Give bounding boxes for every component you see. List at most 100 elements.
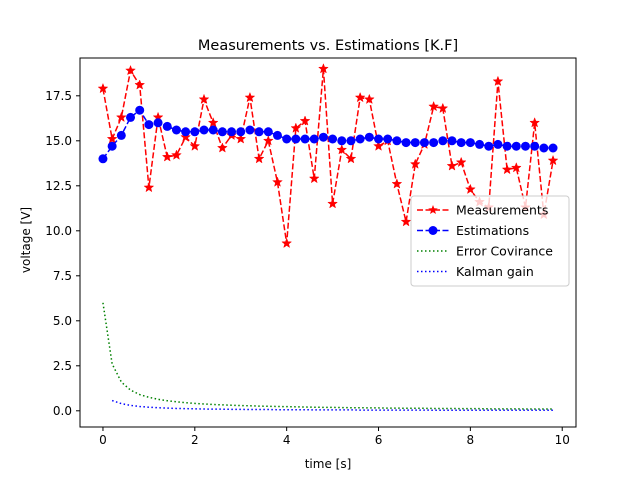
data-point-estimations xyxy=(475,139,485,149)
legend-label-measurements: Measurements xyxy=(456,203,548,218)
legend-box xyxy=(410,195,570,287)
data-point-estimations xyxy=(199,125,209,135)
y-tick-label: 5.0 xyxy=(53,314,72,328)
data-point-estimations xyxy=(254,127,264,137)
data-point-estimations xyxy=(410,138,420,148)
data-point-estimations xyxy=(530,141,540,151)
data-point-measurements xyxy=(198,93,210,105)
data-point-measurements xyxy=(547,154,559,166)
data-point-estimations xyxy=(282,134,292,144)
data-point-estimations xyxy=(383,134,393,144)
data-point-measurements xyxy=(143,181,155,193)
data-point-measurements xyxy=(216,142,228,153)
data-point-estimations xyxy=(374,134,384,144)
legend-label-error-covirance: Error Covirance xyxy=(456,244,553,259)
x-tick-label: 10 xyxy=(555,433,570,447)
data-point-estimations xyxy=(419,138,429,148)
data-point-estimations xyxy=(520,141,530,151)
legend-marker-measurements xyxy=(428,205,438,215)
data-point-estimations xyxy=(337,136,347,146)
legend-label-kalman-gain: Kalman gain xyxy=(456,264,534,279)
data-point-measurements xyxy=(510,162,522,173)
data-point-estimations xyxy=(456,138,466,148)
chart-title: Measurements vs. Estimations [K.F] xyxy=(198,38,458,54)
x-tick-label: 6 xyxy=(375,433,383,447)
data-point-measurements xyxy=(363,93,375,105)
data-point-estimations xyxy=(401,138,411,148)
data-point-measurements xyxy=(207,117,219,128)
data-point-estimations xyxy=(116,130,126,140)
data-point-measurements xyxy=(492,75,504,87)
y-tick-label: 10.0 xyxy=(45,224,72,238)
series-group xyxy=(97,63,559,412)
y-tick-label: 2.5 xyxy=(53,359,72,373)
data-point-estimations xyxy=(392,136,402,146)
data-point-measurements xyxy=(272,176,283,187)
data-point-measurements xyxy=(171,149,182,160)
data-point-estimations xyxy=(429,138,439,148)
data-point-estimations xyxy=(208,125,218,135)
series-kalman-gain xyxy=(111,399,554,412)
data-point-measurements xyxy=(115,111,127,123)
axes-frame xyxy=(79,57,577,428)
data-point-measurements xyxy=(299,115,311,126)
data-point-estimations xyxy=(263,127,273,137)
data-point-estimations xyxy=(484,141,494,151)
data-point-measurements xyxy=(189,140,201,151)
data-point-estimations xyxy=(364,132,374,142)
data-point-measurements xyxy=(373,140,384,151)
x-tick-label: 8 xyxy=(467,433,475,447)
legend-label-estimations: Estimations xyxy=(456,223,529,238)
data-point-measurements xyxy=(262,135,274,146)
data-point-estimations xyxy=(355,134,365,144)
data-point-measurements xyxy=(428,100,440,112)
data-point-estimations xyxy=(502,141,512,151)
y-tick-label: 7.5 xyxy=(53,269,72,283)
x-tick-label: 4 xyxy=(283,433,291,447)
data-point-measurements xyxy=(244,91,256,103)
legend: Measurements Estimations Error Covirance Ka… xyxy=(410,195,570,287)
data-point-measurements xyxy=(446,160,458,171)
y-tick-label: 12.5 xyxy=(45,179,72,193)
data-point-measurements xyxy=(317,63,329,74)
data-point-estimations xyxy=(162,121,172,131)
data-point-estimations xyxy=(181,127,191,137)
data-point-measurements xyxy=(106,133,118,144)
data-point-measurements xyxy=(354,91,366,103)
data-point-estimations xyxy=(245,125,255,135)
data-point-estimations xyxy=(171,125,181,135)
data-point-estimations xyxy=(153,118,163,128)
data-point-measurements xyxy=(235,133,247,144)
data-point-measurements xyxy=(336,144,348,155)
data-point-measurements xyxy=(400,216,412,227)
series-estimations xyxy=(98,105,558,164)
data-point-estimations xyxy=(346,136,356,146)
data-point-measurements xyxy=(125,64,136,76)
x-tick-label: 2 xyxy=(191,433,199,447)
data-point-estimations xyxy=(511,141,521,151)
data-point-estimations xyxy=(227,127,237,137)
y-tick-label: 0.0 xyxy=(53,404,72,418)
data-point-estimations xyxy=(107,141,117,151)
data-point-measurements xyxy=(391,178,403,189)
data-point-measurements xyxy=(134,79,146,90)
data-point-measurements xyxy=(161,151,173,162)
data-point-estimations xyxy=(272,130,282,140)
data-point-measurements xyxy=(290,122,302,133)
data-point-estimations xyxy=(98,154,108,164)
data-point-measurements xyxy=(281,237,293,249)
legend-marker-estimations xyxy=(428,226,438,235)
data-point-estimations xyxy=(135,105,145,115)
data-point-estimations xyxy=(318,132,328,142)
y-axis-label: voltage [V] xyxy=(19,207,33,273)
y-tick-label: 15.0 xyxy=(45,134,72,148)
data-point-measurements xyxy=(437,102,449,114)
data-point-measurements xyxy=(345,153,357,164)
data-point-estimations xyxy=(144,120,154,130)
data-point-estimations xyxy=(291,134,301,144)
data-point-estimations xyxy=(548,143,558,153)
data-point-measurements xyxy=(464,183,476,195)
data-point-estimations xyxy=(539,143,549,153)
plot-area xyxy=(97,63,559,412)
